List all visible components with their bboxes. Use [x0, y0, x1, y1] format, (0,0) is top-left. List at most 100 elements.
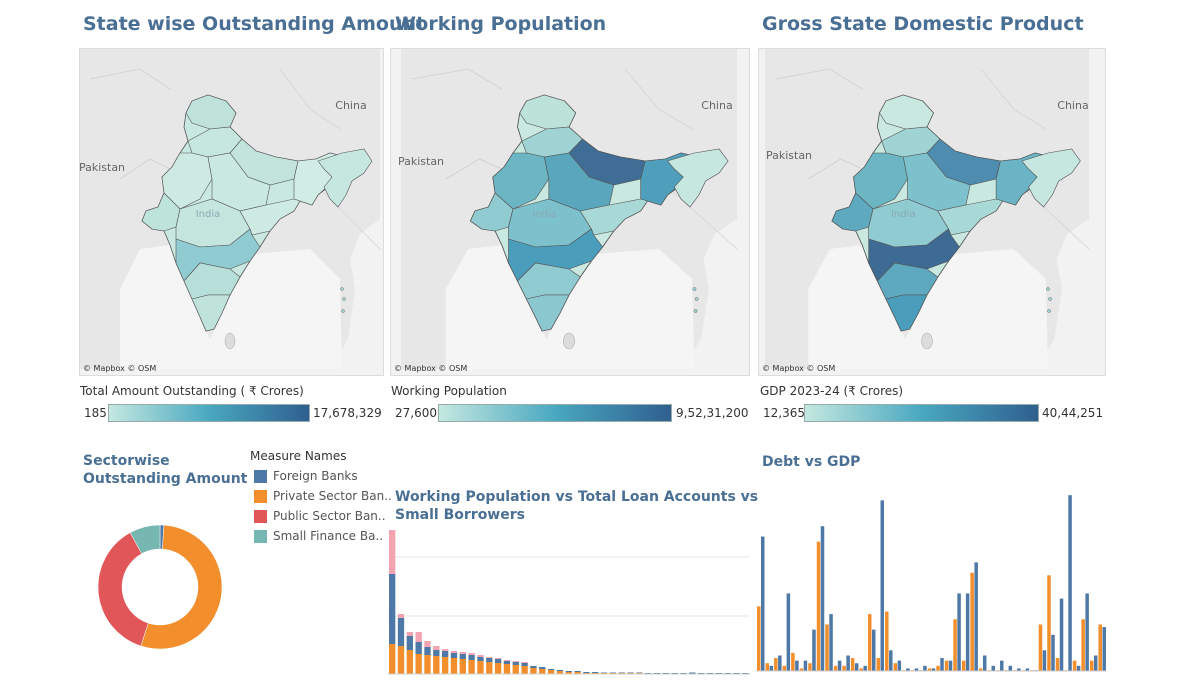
bar-segment-private[interactable]	[547, 670, 555, 674]
donut-slice-small-finance-banks[interactable]	[129, 524, 161, 555]
bar-segment-private[interactable]	[450, 658, 458, 674]
bar-segment-private[interactable]	[468, 660, 475, 674]
bar-segment-foreign[interactable]	[609, 672, 617, 674]
bar-debt[interactable]	[1047, 575, 1051, 671]
bar-segment-private[interactable]	[539, 669, 546, 674]
bar-gdp[interactable]	[991, 665, 995, 671]
map-canvas[interactable]: China Pakistan India	[391, 49, 749, 375]
bar-segment-foreign[interactable]	[627, 672, 634, 674]
bar-segment-foreign[interactable]	[600, 672, 608, 674]
bar-segment-pink[interactable]	[512, 661, 519, 662]
bar-segment-private[interactable]	[477, 661, 484, 674]
bar-segment-private[interactable]	[494, 663, 502, 674]
bar-debt[interactable]	[825, 624, 829, 671]
bar-gdp[interactable]	[1102, 627, 1106, 671]
map-attribution[interactable]: © Mapbox © OSM	[83, 364, 157, 373]
bar-gdp[interactable]	[1093, 655, 1098, 671]
bar-segment-foreign[interactable]	[636, 672, 643, 674]
bar-gdp[interactable]	[897, 660, 902, 671]
bar-segment-pink[interactable]	[477, 655, 484, 657]
bar-segment-private[interactable]	[415, 654, 422, 674]
state-region-northeast[interactable]	[667, 148, 729, 208]
bar-debt[interactable]	[893, 663, 898, 671]
bar-gdp[interactable]	[803, 660, 808, 671]
bar-segment-foreign[interactable]	[724, 673, 731, 674]
bar-segment-foreign[interactable]	[389, 574, 396, 644]
bar-gdp[interactable]	[914, 668, 919, 671]
state-region-northeast[interactable]	[317, 148, 373, 208]
bar-segment-private[interactable]	[424, 655, 431, 674]
bar-gdp[interactable]	[906, 668, 910, 671]
bar-debt[interactable]	[978, 668, 983, 671]
bar-gdp[interactable]	[812, 629, 816, 671]
bar-debt[interactable]	[842, 665, 846, 671]
bar-gdp[interactable]	[769, 665, 774, 671]
bar-debt[interactable]	[876, 658, 881, 671]
bar-segment-pink[interactable]	[450, 651, 458, 653]
bar-segment-pink[interactable]	[415, 632, 422, 642]
bar-segment-pink[interactable]	[433, 646, 440, 650]
legend-item-small-finance-banks[interactable]: Small Finance Ba..	[254, 529, 383, 543]
bar-debt[interactable]	[833, 665, 838, 671]
map-attribution[interactable]: © Mapbox © OSM	[762, 364, 836, 373]
bar-debt[interactable]	[944, 660, 949, 671]
bar-segment-pink[interactable]	[521, 662, 528, 663]
bar-segment-foreign[interactable]	[565, 671, 572, 672]
bar-gdp[interactable]	[1068, 495, 1072, 671]
bar-gdp[interactable]	[795, 660, 799, 671]
bar-segment-foreign[interactable]	[539, 667, 546, 669]
bar-segment-pink[interactable]	[459, 652, 466, 654]
map-attribution[interactable]: © Mapbox © OSM	[394, 364, 468, 373]
bar-segment-private[interactable]	[433, 656, 440, 674]
state-region[interactable]	[868, 228, 960, 282]
bar-gdp[interactable]	[863, 665, 867, 671]
bar-segment-foreign[interactable]	[477, 657, 484, 661]
state-region[interactable]	[492, 152, 550, 210]
bar-segment-foreign[interactable]	[459, 654, 466, 659]
state-region[interactable]	[175, 228, 261, 282]
bar-segment-foreign[interactable]	[706, 673, 714, 674]
bar-segment-private[interactable]	[486, 662, 493, 674]
bar-segment-pink[interactable]	[468, 653, 475, 655]
state-region[interactable]	[885, 294, 928, 332]
bar-segment-foreign[interactable]	[592, 672, 599, 673]
bar-gdp[interactable]	[1051, 634, 1055, 671]
bar-segment-foreign[interactable]	[618, 672, 625, 674]
bar-gdp[interactable]	[982, 655, 987, 671]
bar-debt[interactable]	[1089, 660, 1094, 671]
bar-segment-pink[interactable]	[486, 657, 493, 658]
state-region[interactable]	[239, 198, 301, 236]
bar-segment-pink[interactable]	[494, 658, 502, 659]
bar-segment-foreign[interactable]	[494, 659, 502, 663]
bar-segment-private[interactable]	[530, 668, 537, 674]
bar-segment-foreign[interactable]	[406, 636, 413, 650]
bar-gdp[interactable]	[1017, 668, 1021, 671]
bar-segment-foreign[interactable]	[742, 673, 749, 674]
bar-debt[interactable]	[1081, 619, 1085, 671]
bar-gdp[interactable]	[820, 526, 825, 671]
working-population-bar-chart[interactable]	[388, 530, 750, 678]
debt-vs-gdp-bar-chart[interactable]	[756, 486, 1106, 676]
bar-segment-private[interactable]	[556, 671, 564, 674]
bar-debt[interactable]	[936, 665, 940, 671]
bar-debt[interactable]	[1055, 658, 1060, 671]
bar-segment-pink[interactable]	[389, 530, 396, 574]
bar-debt[interactable]	[1098, 624, 1102, 671]
bar-debt[interactable]	[961, 660, 966, 671]
bar-debt[interactable]	[791, 652, 795, 671]
bar-gdp[interactable]	[1085, 593, 1089, 671]
state-region[interactable]	[937, 198, 1004, 236]
bar-gdp[interactable]	[1000, 660, 1004, 671]
bar-debt[interactable]	[867, 614, 872, 671]
map-gdp[interactable]: China Pakistan India © Mapbox © OSM	[758, 48, 1106, 376]
bar-segment-foreign[interactable]	[530, 666, 537, 668]
bar-debt[interactable]	[808, 663, 812, 671]
bar-debt[interactable]	[953, 619, 957, 671]
bar-segment-foreign[interactable]	[521, 663, 528, 666]
bar-debt[interactable]	[1072, 660, 1077, 671]
bar-segment-pink[interactable]	[503, 660, 511, 661]
bar-gdp[interactable]	[889, 650, 893, 671]
bar-gdp[interactable]	[1042, 650, 1047, 671]
donut-slice-private-sector-banks[interactable]	[140, 524, 223, 650]
legend-item-private-sector-banks[interactable]: Private Sector Ban..	[254, 489, 392, 503]
